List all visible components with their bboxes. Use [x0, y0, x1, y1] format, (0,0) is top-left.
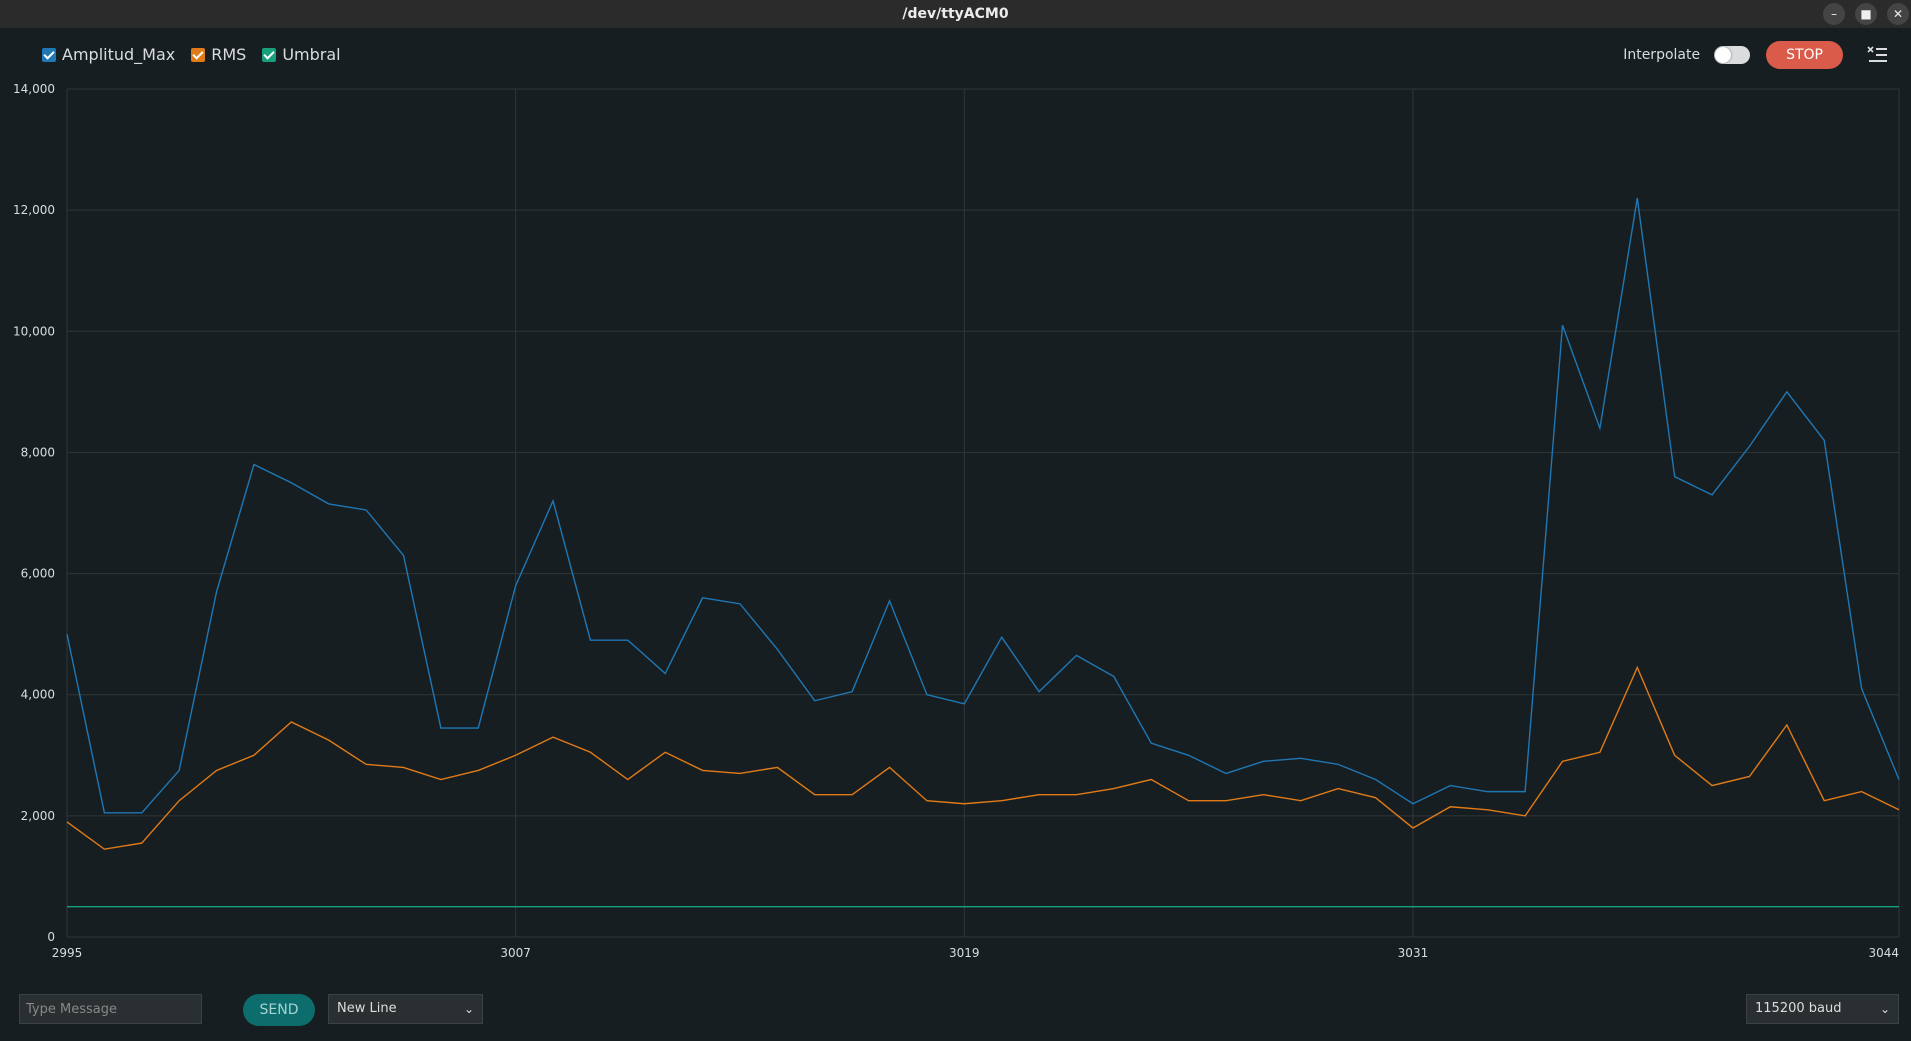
y-tick-label: 10,000: [13, 324, 55, 338]
plot-area: 0 2,000 4,000 6,000 8,000 10,000 12,000 14,000 2…: [0, 72, 1911, 972]
y-tick-label: 2,000: [21, 809, 55, 823]
legend-label: Umbral: [282, 45, 341, 64]
line-ending-value: New Line: [337, 1001, 397, 1016]
line-chart: 0 2,000 4,000 6,000 8,000 10,000 12,000 14,000 2…: [13, 82, 1900, 960]
x-tick-label: 3019: [949, 946, 980, 960]
baud-rate-value: 115200 baud: [1755, 1001, 1842, 1016]
close-icon[interactable]: ✕: [1887, 3, 1909, 25]
y-tick-label: 12,000: [13, 203, 55, 217]
bottom-bar: SEND New Line ⌄ 115200 baud ⌄: [0, 992, 1911, 1032]
plotter-toolbar: Amplitud_Max RMS Umbral Interpolate STOP: [0, 38, 1911, 72]
y-tick-label: 6,000: [21, 567, 55, 581]
line-ending-select[interactable]: New Line ⌄: [328, 994, 483, 1024]
window-controls: – ■ ✕: [1823, 3, 1909, 25]
x-tick-label: 3007: [500, 946, 531, 960]
y-tick-label: 4,000: [21, 688, 55, 702]
title-bar: /dev/ttyACM0 – ■ ✕: [0, 0, 1911, 28]
legend-item-umbral[interactable]: Umbral: [262, 45, 341, 64]
y-tick-label: 8,000: [21, 445, 55, 459]
checkbox-icon[interactable]: [191, 47, 206, 62]
series-legend: Amplitud_Max RMS Umbral: [42, 45, 341, 64]
x-tick-label: 3031: [1398, 946, 1429, 960]
message-input[interactable]: [19, 994, 202, 1024]
maximize-icon[interactable]: ■: [1855, 3, 1877, 25]
legend-label: RMS: [211, 45, 247, 64]
legend-label: Amplitud_Max: [62, 45, 176, 64]
legend-item-rms[interactable]: RMS: [191, 45, 246, 64]
minimize-icon[interactable]: –: [1823, 3, 1845, 25]
chevron-down-icon: ⌄: [463, 1002, 474, 1016]
series-line-amplitud-max: [66, 197, 1900, 814]
x-tick-label: 3044: [1868, 946, 1899, 960]
send-button[interactable]: SEND: [243, 994, 315, 1026]
series-line-rms: [66, 665, 1900, 850]
checkbox-icon[interactable]: [42, 47, 56, 62]
checkbox-icon[interactable]: [262, 47, 277, 62]
y-tick-label: 14,000: [13, 82, 55, 96]
interpolate-label: Interpolate: [1623, 47, 1701, 63]
right-tools: Interpolate STOP: [1623, 41, 1889, 69]
clear-list-icon[interactable]: [1867, 46, 1889, 64]
chevron-down-icon: ⌄: [1879, 1002, 1890, 1016]
legend-item-amplitud-max[interactable]: Amplitud_Max: [42, 45, 175, 64]
x-tick-label: 2995: [52, 946, 83, 960]
stop-button[interactable]: STOP: [1766, 41, 1843, 69]
toggle-knob: [1715, 47, 1732, 63]
interpolate-toggle[interactable]: [1714, 46, 1751, 64]
window-title: /dev/ttyACM0: [902, 6, 1009, 22]
y-tick-label: 0: [47, 930, 55, 944]
baud-rate-select[interactable]: 115200 baud ⌄: [1746, 994, 1899, 1024]
